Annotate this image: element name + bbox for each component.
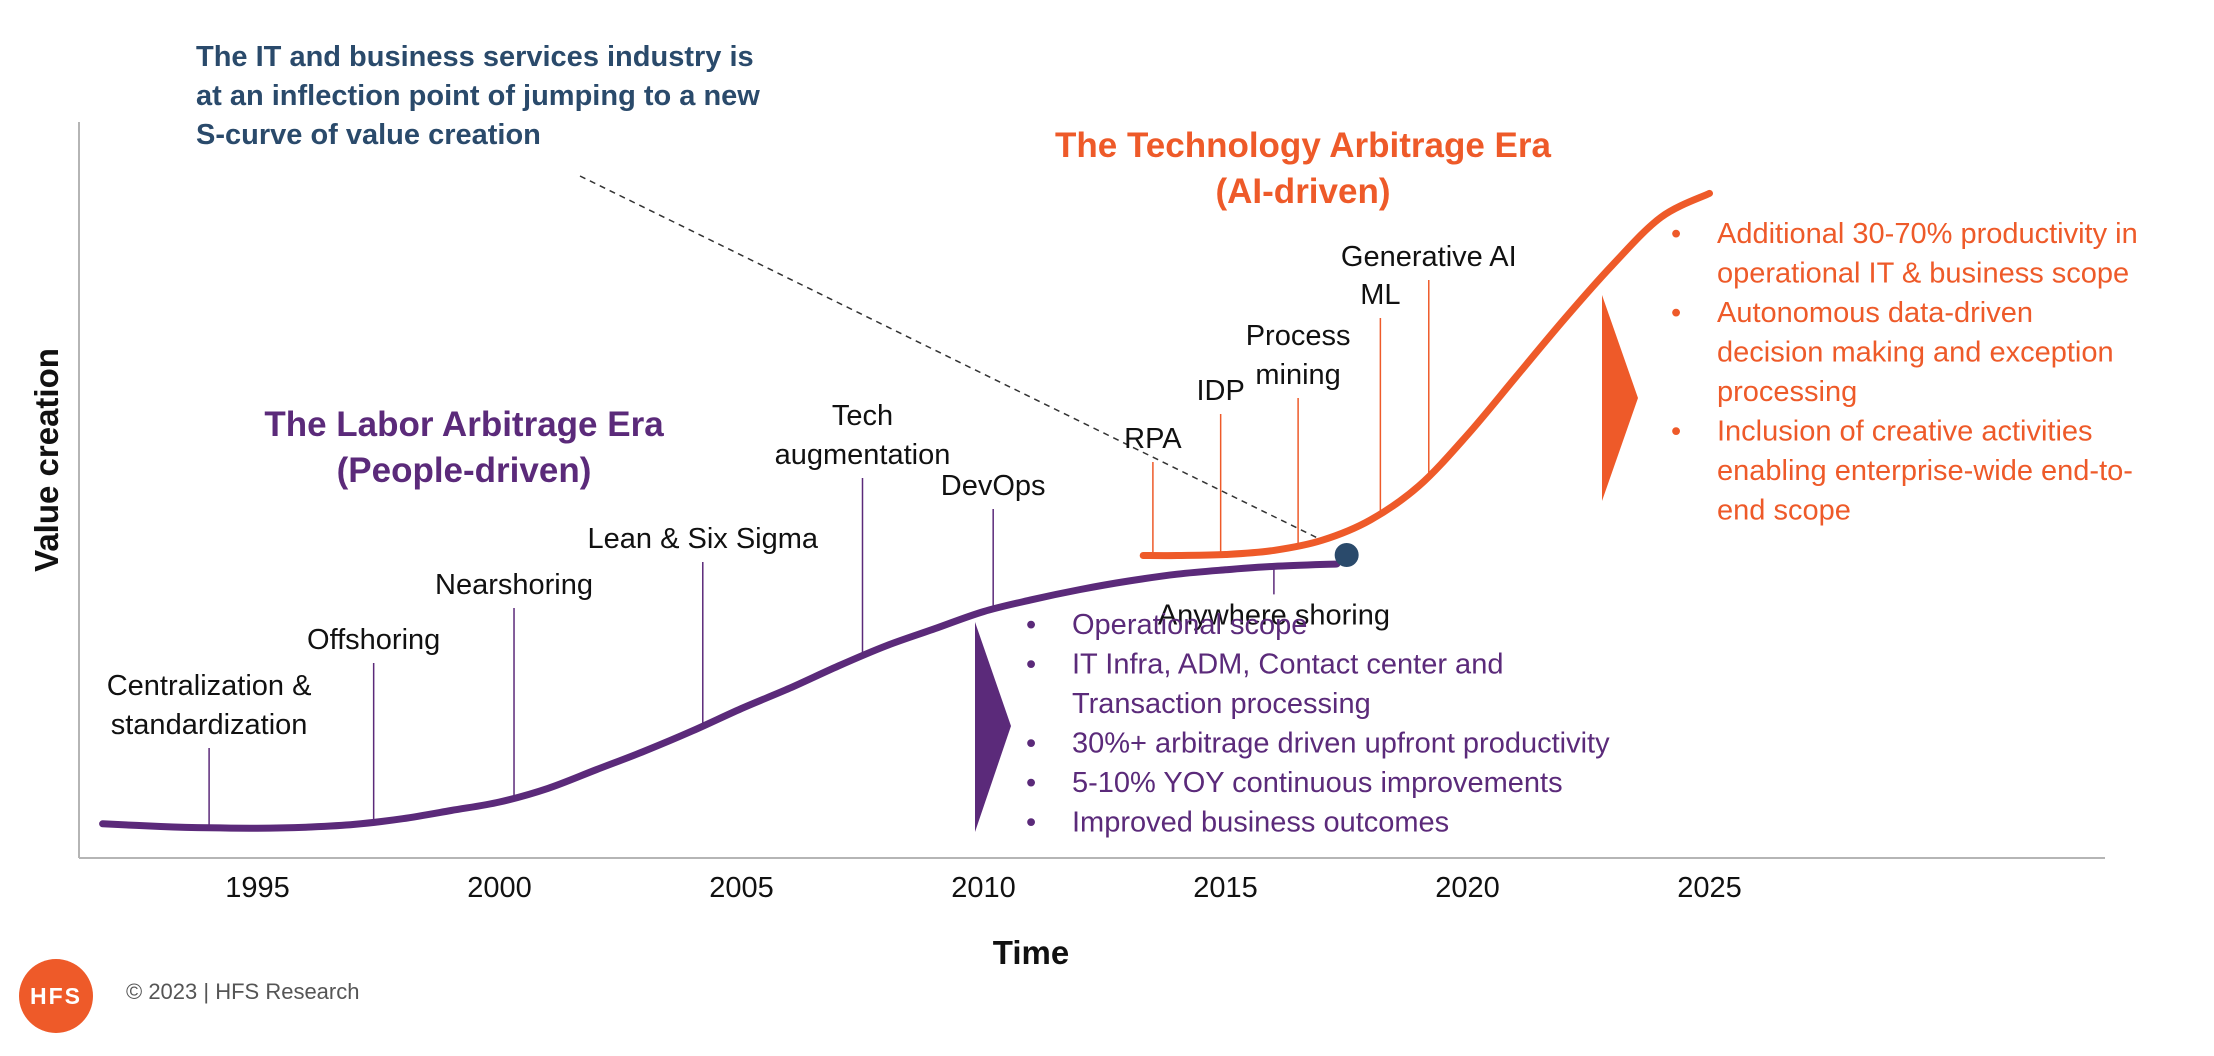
x-axis-title: Time bbox=[993, 934, 1069, 971]
tech-era-title: The Technology Arbitrage Era bbox=[1055, 126, 1551, 165]
labor-era-arrow-icon bbox=[975, 622, 1011, 832]
tech-milestone-label: ML bbox=[1360, 279, 1400, 311]
tech-bullet-text: operational IT & business scope bbox=[1717, 258, 2129, 290]
labor-bullet-text: Operational scope bbox=[1072, 609, 1307, 641]
labor-era-title: (People-driven) bbox=[337, 451, 592, 490]
labor-milestone-label: Offshoring bbox=[307, 624, 440, 656]
x-tick-label: 2025 bbox=[1677, 872, 1742, 904]
labor-bullet-text: IT Infra, ADM, Contact center and bbox=[1072, 649, 1503, 681]
x-tick-label: 1995 bbox=[225, 872, 290, 904]
hfs-logo: HFS bbox=[19, 959, 93, 1033]
tech-bullet-bullet-icon: • bbox=[1671, 297, 1681, 329]
tech-milestone-label: Process bbox=[1246, 320, 1351, 352]
labor-milestone-label: DevOps bbox=[941, 470, 1046, 502]
inflection-point-marker bbox=[1334, 543, 1359, 567]
tech-era-curve bbox=[1139, 189, 1713, 560]
tech-milestone-label: IDP bbox=[1196, 375, 1244, 407]
tech-milestone-label: mining bbox=[1255, 359, 1340, 391]
tech-bullet-text: decision making and exception bbox=[1717, 337, 2114, 369]
x-tick-label: 2005 bbox=[709, 872, 774, 904]
labor-milestone-label: Centralization & bbox=[107, 670, 312, 702]
labor-bullet-bullet-icon: • bbox=[1026, 728, 1036, 760]
callout-text-line: at an inflection point of jumping to a n… bbox=[196, 80, 760, 112]
tech-bullet-text: processing bbox=[1717, 376, 1857, 408]
tech-bullet-text: Autonomous data-driven bbox=[1717, 297, 2033, 329]
labor-milestone-label: Lean & Six Sigma bbox=[588, 523, 819, 555]
x-tick-label: 2010 bbox=[951, 872, 1016, 904]
labor-bullet-bullet-icon: • bbox=[1026, 807, 1036, 839]
labor-milestone-label: Anywhere shoring bbox=[1158, 599, 1390, 631]
labor-bullet-text: 5-10% YOY continuous improvements bbox=[1072, 767, 1563, 799]
labor-milestone-label: standardization bbox=[111, 709, 308, 741]
labor-bullet-text: Transaction processing bbox=[1072, 688, 1371, 720]
x-tick-label: 2000 bbox=[467, 872, 532, 904]
x-tick-label: 2020 bbox=[1435, 872, 1500, 904]
tech-milestone-label: RPA bbox=[1124, 423, 1182, 455]
callout-text-line: S-curve of value creation bbox=[196, 119, 541, 151]
tech-milestone-label: Generative AI bbox=[1341, 241, 1517, 273]
tech-bullet-bullet-icon: • bbox=[1671, 416, 1681, 448]
labor-milestone-label: Nearshoring bbox=[435, 569, 593, 601]
y-axis-title: Value creation bbox=[28, 348, 65, 572]
labor-bullet-bullet-icon: • bbox=[1026, 609, 1036, 641]
callout-leader-line bbox=[579, 175, 1320, 540]
labor-bullet-text: 30%+ arbitrage driven upfront productivi… bbox=[1072, 728, 1610, 760]
labor-bullet-text: Improved business outcomes bbox=[1072, 807, 1449, 839]
labor-era-curve bbox=[99, 560, 1341, 832]
labor-milestone-label: Tech bbox=[832, 400, 893, 432]
copyright-text: © 2023 | HFS Research bbox=[126, 979, 360, 1004]
tech-bullet-text: enabling enterprise-wide end-to- bbox=[1717, 455, 2133, 487]
tech-bullet-text: end scope bbox=[1717, 495, 1851, 527]
tech-bullet-bullet-icon: • bbox=[1671, 218, 1681, 250]
labor-era-title: The Labor Arbitrage Era bbox=[264, 405, 664, 444]
tech-era-title: (AI-driven) bbox=[1216, 172, 1391, 211]
x-tick-label: 2015 bbox=[1193, 872, 1258, 904]
labor-bullet-bullet-icon: • bbox=[1026, 767, 1036, 799]
labor-bullet-bullet-icon: • bbox=[1026, 649, 1036, 681]
tech-bullet-text: Additional 30-70% productivity in bbox=[1717, 218, 2138, 250]
callout-text-line: The IT and business services industry is bbox=[196, 41, 754, 73]
tech-era-arrow-icon bbox=[1602, 295, 1638, 501]
labor-milestone-label: augmentation bbox=[775, 439, 951, 471]
tech-bullet-text: Inclusion of creative activities bbox=[1717, 416, 2093, 448]
